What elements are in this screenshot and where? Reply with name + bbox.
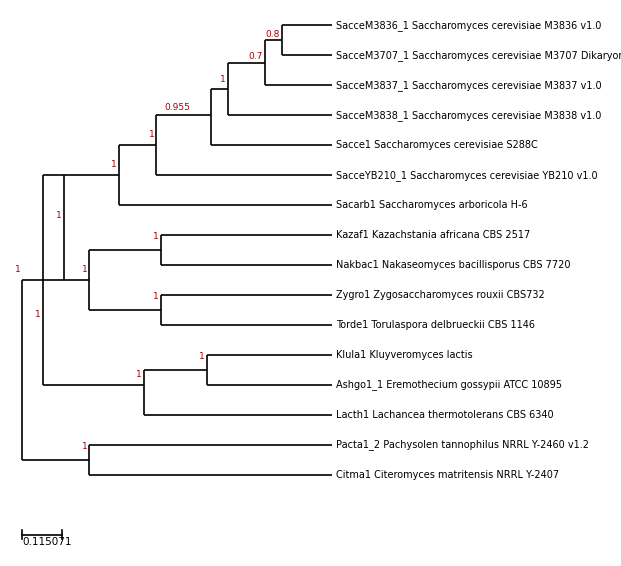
Text: 1: 1 bbox=[111, 160, 117, 169]
Text: 0.7: 0.7 bbox=[249, 52, 263, 61]
Text: 1: 1 bbox=[148, 130, 154, 139]
Text: SacceM3707_1 Saccharomyces cerevisiae M3707 Dikaryon: SacceM3707_1 Saccharomyces cerevisiae M3… bbox=[335, 50, 621, 61]
Text: Sacce1 Saccharomyces cerevisiae S288C: Sacce1 Saccharomyces cerevisiae S288C bbox=[335, 140, 537, 150]
Text: 1: 1 bbox=[35, 310, 41, 319]
Text: SacceM3836_1 Saccharomyces cerevisiae M3836 v1.0: SacceM3836_1 Saccharomyces cerevisiae M3… bbox=[335, 20, 601, 31]
Text: 1: 1 bbox=[81, 265, 87, 274]
Text: 1: 1 bbox=[199, 352, 204, 361]
Text: Klula1 Kluyveromyces lactis: Klula1 Kluyveromyces lactis bbox=[335, 350, 472, 360]
Text: Lacth1 Lachancea thermotolerans CBS 6340: Lacth1 Lachancea thermotolerans CBS 6340 bbox=[335, 410, 553, 420]
Text: 1: 1 bbox=[136, 370, 142, 379]
Text: Zygro1 Zygosaccharomyces rouxii CBS732: Zygro1 Zygosaccharomyces rouxii CBS732 bbox=[335, 290, 545, 300]
Text: SacceM3838_1 Saccharomyces cerevisiae M3838 v1.0: SacceM3838_1 Saccharomyces cerevisiae M3… bbox=[335, 110, 601, 121]
Text: 0.955: 0.955 bbox=[164, 103, 190, 112]
Text: Ashgo1_1 Eremothecium gossypii ATCC 10895: Ashgo1_1 Eremothecium gossypii ATCC 1089… bbox=[335, 379, 561, 391]
Text: Pacta1_2 Pachysolen tannophilus NRRL Y-2460 v1.2: Pacta1_2 Pachysolen tannophilus NRRL Y-2… bbox=[335, 439, 589, 450]
Text: 1: 1 bbox=[14, 265, 20, 274]
Text: Torde1 Torulaspora delbrueckii CBS 1146: Torde1 Torulaspora delbrueckii CBS 1146 bbox=[335, 320, 535, 330]
Text: 1: 1 bbox=[220, 75, 225, 84]
Text: 1: 1 bbox=[153, 292, 158, 301]
Text: Citma1 Citeromyces matritensis NRRL Y-2407: Citma1 Citeromyces matritensis NRRL Y-24… bbox=[335, 470, 559, 480]
Text: Kazaf1 Kazachstania africana CBS 2517: Kazaf1 Kazachstania africana CBS 2517 bbox=[335, 230, 530, 240]
Text: Nakbac1 Nakaseomyces bacillisporus CBS 7720: Nakbac1 Nakaseomyces bacillisporus CBS 7… bbox=[335, 260, 570, 270]
Text: SacceM3837_1 Saccharomyces cerevisiae M3837 v1.0: SacceM3837_1 Saccharomyces cerevisiae M3… bbox=[335, 80, 601, 91]
Text: 1: 1 bbox=[81, 442, 87, 451]
Text: Sacarb1 Saccharomyces arboricola H-6: Sacarb1 Saccharomyces arboricola H-6 bbox=[335, 200, 527, 210]
Text: 0.115071: 0.115071 bbox=[22, 537, 72, 547]
Text: 0.8: 0.8 bbox=[266, 30, 280, 39]
Text: 1: 1 bbox=[153, 232, 158, 241]
Text: SacceYB210_1 Saccharomyces cerevisiae YB210 v1.0: SacceYB210_1 Saccharomyces cerevisiae YB… bbox=[335, 170, 597, 181]
Text: 1: 1 bbox=[57, 211, 62, 220]
